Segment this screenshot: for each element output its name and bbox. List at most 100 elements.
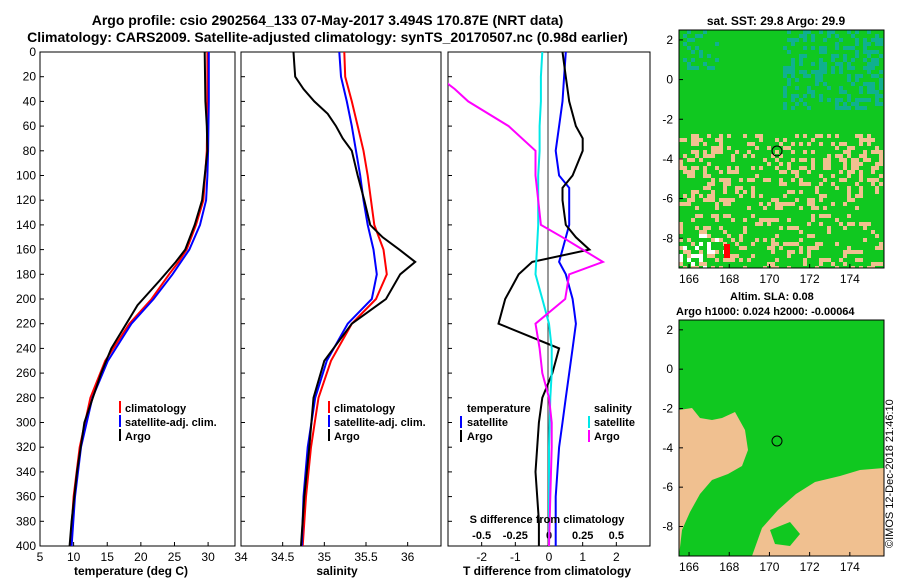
depth-tick-label: 220 bbox=[16, 317, 36, 331]
sst-cell bbox=[835, 62, 839, 66]
sst-cell bbox=[747, 258, 751, 262]
sst-cell bbox=[807, 222, 811, 226]
sst-cell bbox=[699, 138, 703, 142]
sst-cell bbox=[839, 106, 843, 110]
sst-cell bbox=[691, 158, 695, 162]
sst-cell bbox=[867, 98, 871, 102]
sst-cell bbox=[735, 190, 739, 194]
sst-cell bbox=[715, 206, 719, 210]
sst-cell bbox=[807, 106, 811, 110]
sst-cell bbox=[879, 174, 883, 178]
sst-cell bbox=[819, 174, 823, 178]
x-tick-label: 5 bbox=[37, 550, 44, 564]
sst-cell bbox=[803, 30, 807, 34]
sst-cell bbox=[803, 74, 807, 78]
sst-cell bbox=[723, 186, 727, 190]
sst-cell bbox=[711, 146, 715, 150]
sst-cell bbox=[831, 202, 835, 206]
sst-cell bbox=[879, 262, 883, 266]
sst-cell bbox=[835, 54, 839, 58]
map-y-tick-label: -6 bbox=[662, 480, 673, 494]
sst-cell bbox=[775, 258, 779, 262]
sst-cell bbox=[691, 134, 695, 138]
sst-cell bbox=[855, 258, 859, 262]
sst-cell bbox=[875, 146, 879, 150]
sst-cell bbox=[699, 234, 703, 238]
sst-cell bbox=[835, 46, 839, 50]
sst-cell bbox=[795, 102, 799, 106]
sst-cell bbox=[815, 266, 819, 268]
sst-cell bbox=[783, 194, 787, 198]
sst-cell bbox=[747, 150, 751, 154]
sst-cell bbox=[811, 38, 815, 42]
sst-cell bbox=[851, 58, 855, 62]
sst-cell bbox=[799, 182, 803, 186]
sst-cell bbox=[687, 30, 691, 34]
sst-cell bbox=[775, 266, 779, 268]
sst-cell bbox=[859, 138, 863, 142]
depth-tick-label: 280 bbox=[16, 391, 36, 405]
sst-cell bbox=[695, 190, 699, 194]
sst-cell bbox=[791, 94, 795, 98]
depth-tick-label: 360 bbox=[16, 490, 36, 504]
map-x-tick-label: 168 bbox=[719, 560, 739, 574]
sst-cell bbox=[787, 226, 791, 230]
sst-cell bbox=[859, 186, 863, 190]
temperature-series bbox=[68, 52, 210, 546]
sst-cell bbox=[695, 150, 699, 154]
sst-cell bbox=[703, 154, 707, 158]
sst-cell bbox=[827, 166, 831, 170]
sst-cell bbox=[875, 34, 879, 38]
sst-cell bbox=[683, 266, 687, 268]
sst-cell bbox=[691, 170, 695, 174]
sst-cell bbox=[879, 246, 883, 250]
sst-cell bbox=[683, 202, 687, 206]
sst-cell bbox=[775, 158, 779, 162]
sst-cell bbox=[683, 250, 687, 254]
sst-cell bbox=[711, 178, 715, 182]
sst-cell bbox=[755, 134, 759, 138]
sst-cell bbox=[727, 178, 731, 182]
sst-cell bbox=[799, 98, 803, 102]
sst-cell bbox=[779, 170, 783, 174]
salinity-x-axis: 34 34.5 35 35.5 36 bbox=[234, 542, 415, 564]
sst-cell bbox=[723, 258, 727, 262]
map-x-tick-label: 170 bbox=[759, 560, 779, 574]
sst-cell bbox=[791, 142, 795, 146]
sst-cell bbox=[875, 62, 879, 66]
sst-cell bbox=[699, 54, 703, 58]
sst-cell bbox=[699, 242, 703, 246]
sst-cell bbox=[699, 214, 703, 218]
sst-cell bbox=[739, 186, 743, 190]
sst-cell bbox=[715, 218, 719, 222]
sst-cell bbox=[679, 162, 683, 166]
sst-cell bbox=[791, 190, 795, 194]
sst-cell bbox=[707, 162, 711, 166]
sst-cell bbox=[719, 142, 723, 146]
sst-cell bbox=[687, 46, 691, 50]
sst-cell bbox=[843, 54, 847, 58]
sst-cell bbox=[735, 166, 739, 170]
sst-cell bbox=[835, 102, 839, 106]
sst-cell bbox=[879, 94, 883, 98]
sst-cell bbox=[815, 190, 819, 194]
sst-cell bbox=[859, 190, 863, 194]
map-y-tick-label: -2 bbox=[662, 402, 673, 416]
sst-cell bbox=[859, 154, 863, 158]
sst-cell bbox=[819, 46, 823, 50]
sst-cell bbox=[855, 74, 859, 78]
sst-cell bbox=[855, 182, 859, 186]
sst-cell bbox=[747, 178, 751, 182]
sst-cell bbox=[831, 174, 835, 178]
sst-cell bbox=[847, 222, 851, 226]
sst-cell bbox=[791, 150, 795, 154]
sst-cell bbox=[823, 178, 827, 182]
sst-cell bbox=[847, 246, 851, 250]
x-tick-label: 34 bbox=[234, 550, 248, 564]
sst-cell bbox=[867, 82, 871, 86]
argo-position-marker bbox=[771, 435, 783, 447]
sst-cell bbox=[771, 262, 775, 266]
depth-tick-label: 60 bbox=[23, 119, 37, 133]
sst-cell bbox=[695, 254, 699, 258]
sst-cell bbox=[871, 266, 875, 268]
